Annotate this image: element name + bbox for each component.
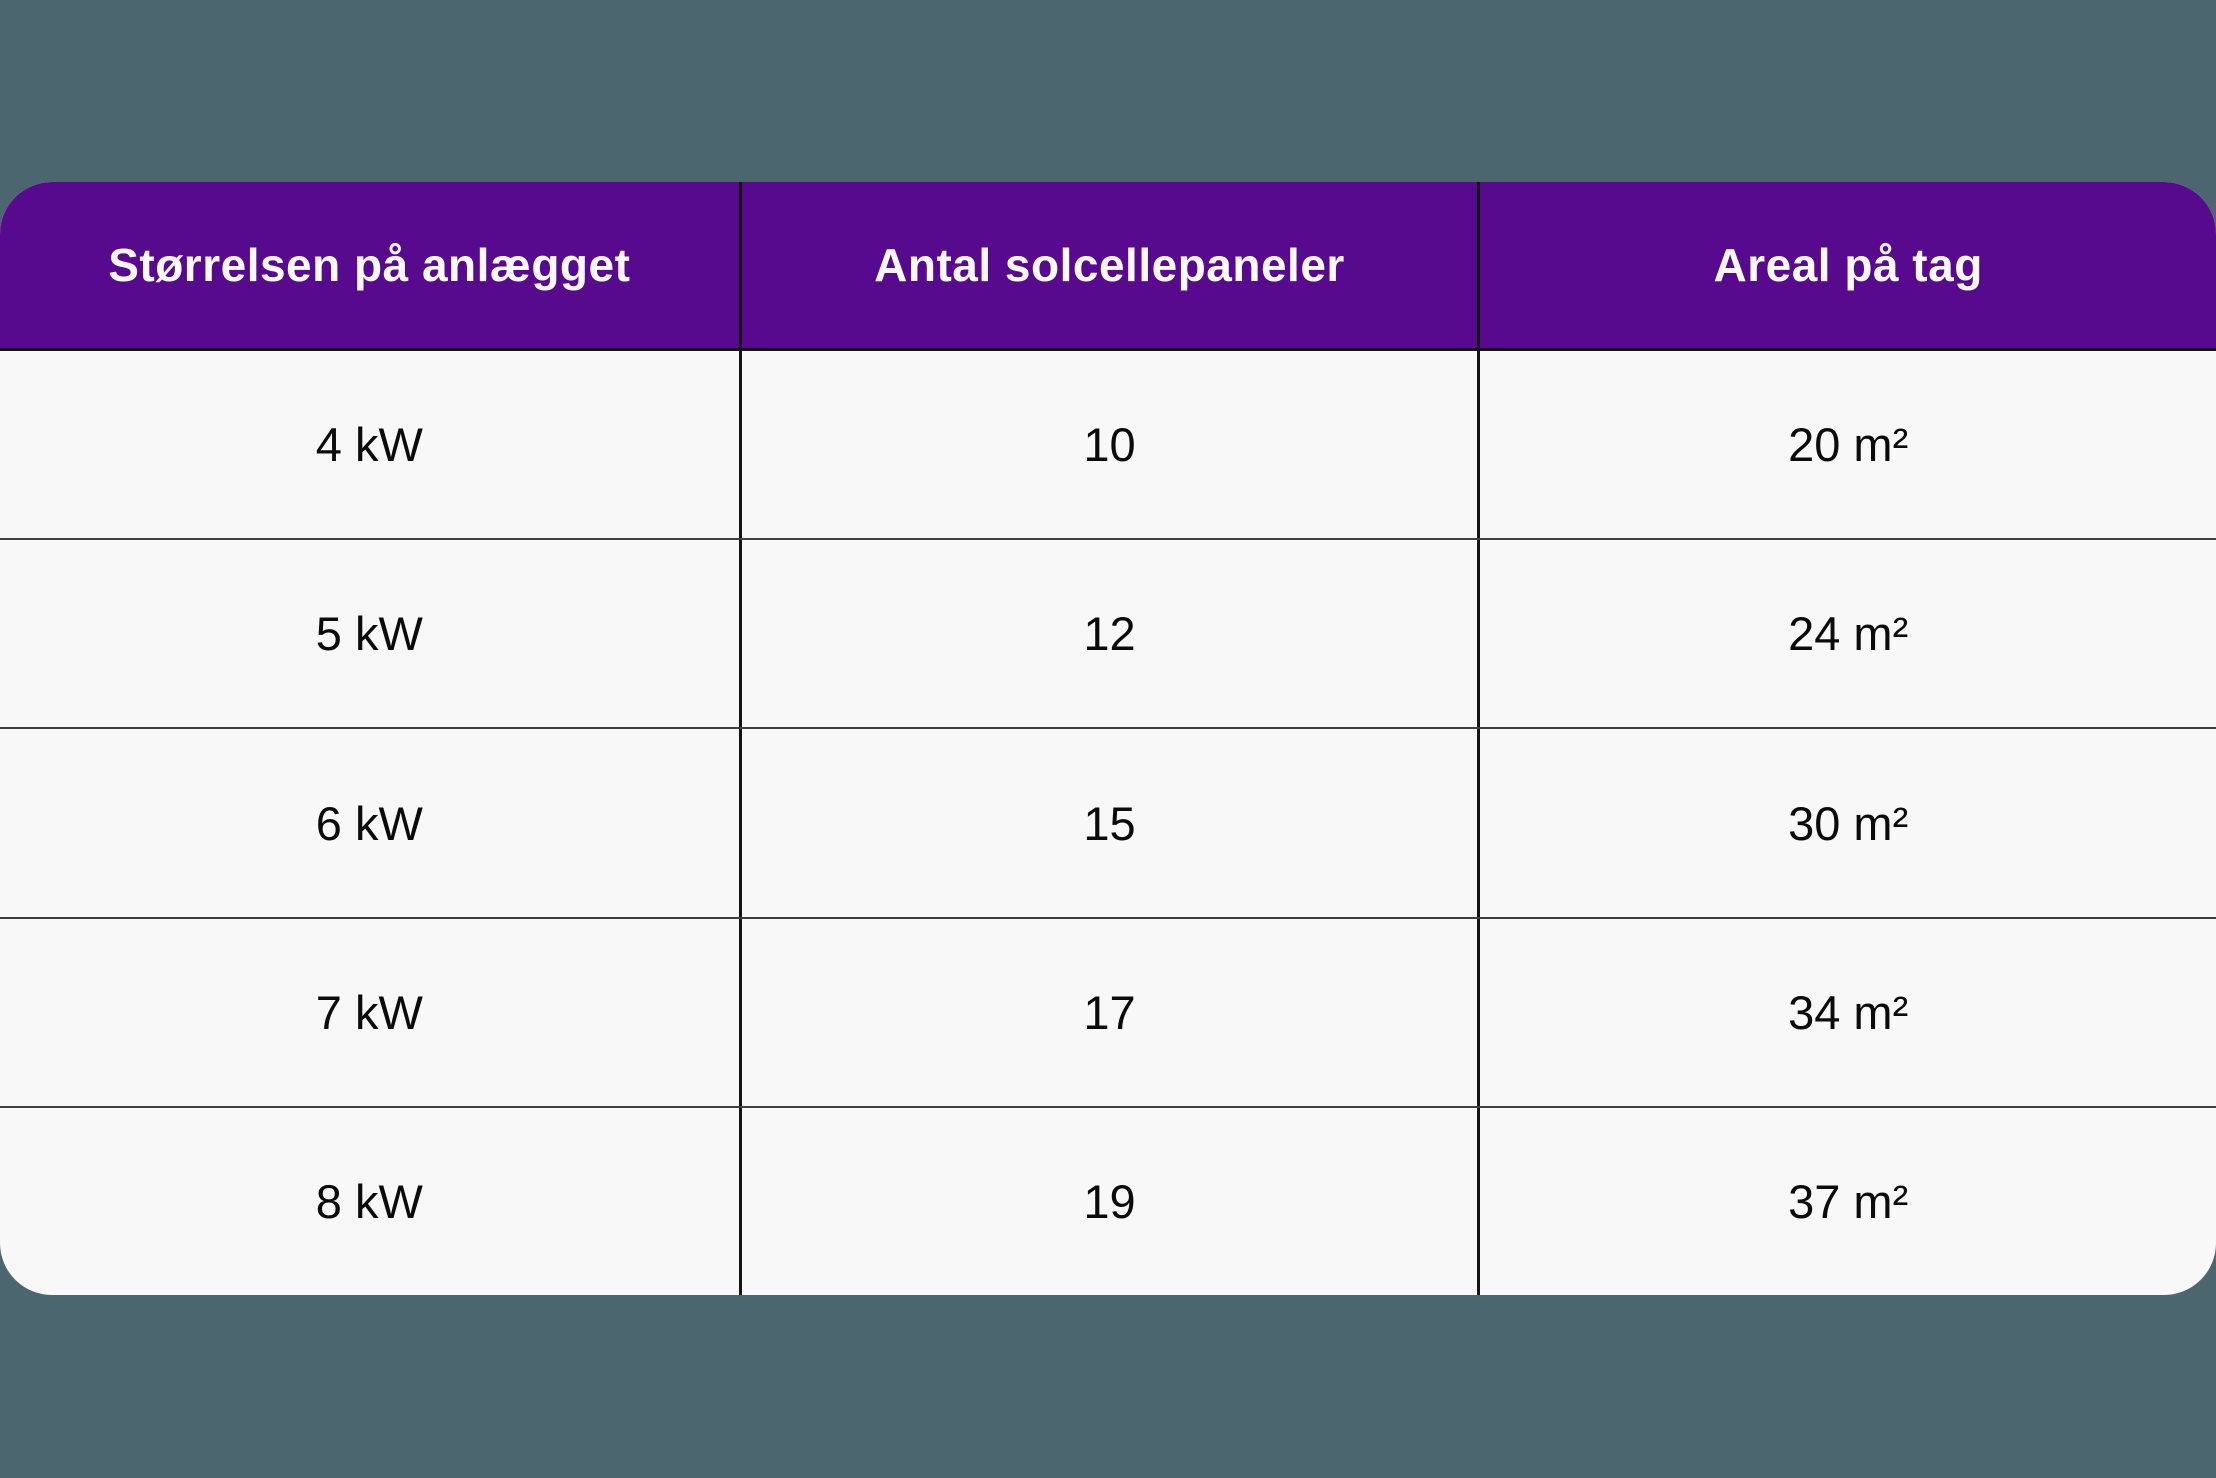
column-header-roof-area: Areal på tag [1477,182,2216,348]
table-cell-panels: 12 [738,540,1478,728]
table-cell-area: 34 m² [1477,918,2216,1106]
table-cell-size: 7 kW [315,985,423,1039]
table-cell-panels: 17 [738,918,1478,1106]
table-cell-area: 24 m² [1477,540,2216,728]
table-cell-size: 4 kW [315,418,423,472]
table-cell-size: 6 kW [315,796,423,850]
column-header-system-size: Størrelsen på anlægget [108,239,631,291]
table-cell-size: 5 kW [315,607,423,661]
table-row: 7 kW 17 34 m² [0,916,2216,1106]
table-row: 6 kW 15 30 m² [0,727,2216,917]
column-header-panel-count: Antal solcellepaneler [738,182,1478,348]
table-cell-panels: 15 [738,729,1478,917]
table-cell-area: 37 m² [1477,1107,2216,1295]
table-body: 4 kW 10 20 m² 5 kW 12 24 m² 6 kW 15 30 m… [0,351,2216,1295]
table-cell-panels: 19 [738,1107,1478,1295]
table-cell-panels: 10 [738,351,1478,539]
table-row: 5 kW 12 24 m² [0,538,2216,728]
table-row: 8 kW 19 37 m² [0,1105,2216,1295]
table-cell-area: 20 m² [1477,351,2216,539]
table-cell-size: 8 kW [315,1174,423,1228]
solar-panel-size-table: Størrelsen på anlægget Antal solcellepan… [0,182,2216,1295]
table-header-row: Størrelsen på anlægget Antal solcellepan… [0,182,2216,351]
table-cell-area: 30 m² [1477,729,2216,917]
table-row: 4 kW 10 20 m² [0,351,2216,539]
